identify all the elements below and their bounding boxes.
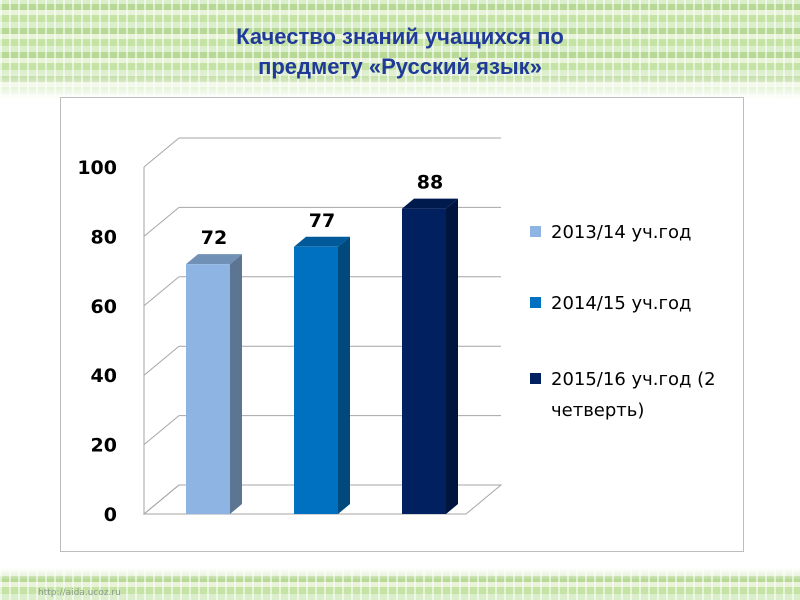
bar [294,246,338,514]
bar-top [294,236,350,247]
side-wall-line [143,345,180,376]
side-wall-line [143,137,180,168]
bar-chart: 0 20 40 60 80 100 72 77 88 2013/14 уч.год 2014/15 … [77,137,716,526]
side-wall-line [143,276,180,307]
y-tick-label: 20 [91,435,117,457]
legend-label: 2013/14 уч.год [551,222,691,243]
bar [402,208,446,514]
top-band-fade [0,70,800,100]
data-label: 77 [309,210,335,232]
slide-title-line-2: предмету «Русский язык» [258,54,542,79]
bar-top [186,254,242,265]
legend-swatch [530,226,541,237]
data-label: 88 [417,172,443,194]
slide-title: Качество знаний учащихся по предмету «Ру… [150,22,650,82]
bottom-band-fade [0,568,800,580]
data-label: 72 [201,227,227,249]
bar [186,264,230,514]
legend-label: 2014/15 уч.год [551,293,691,314]
bar-side [446,198,458,514]
side-wall-line [143,207,180,237]
y-tick-label: 100 [77,157,117,179]
y-tick-label: 0 [104,504,117,526]
legend-label: четверть) [551,400,644,421]
watermark-url: http://aida.ucoz.ru [38,588,121,598]
slide-title-line-1: Качество знаний учащихся по [236,24,564,49]
side-wall-line [143,415,180,445]
bar-side [338,236,350,514]
legend-swatch [530,297,541,308]
legend-swatch [530,373,541,384]
bar-side [230,254,242,514]
side-wall-line [143,484,180,515]
legend-label: 2015/16 уч.год (2 [551,369,716,390]
y-tick-label: 60 [91,296,117,318]
bar-top [402,198,458,209]
y-tick-label: 80 [91,226,117,248]
y-tick-label: 40 [91,365,117,387]
